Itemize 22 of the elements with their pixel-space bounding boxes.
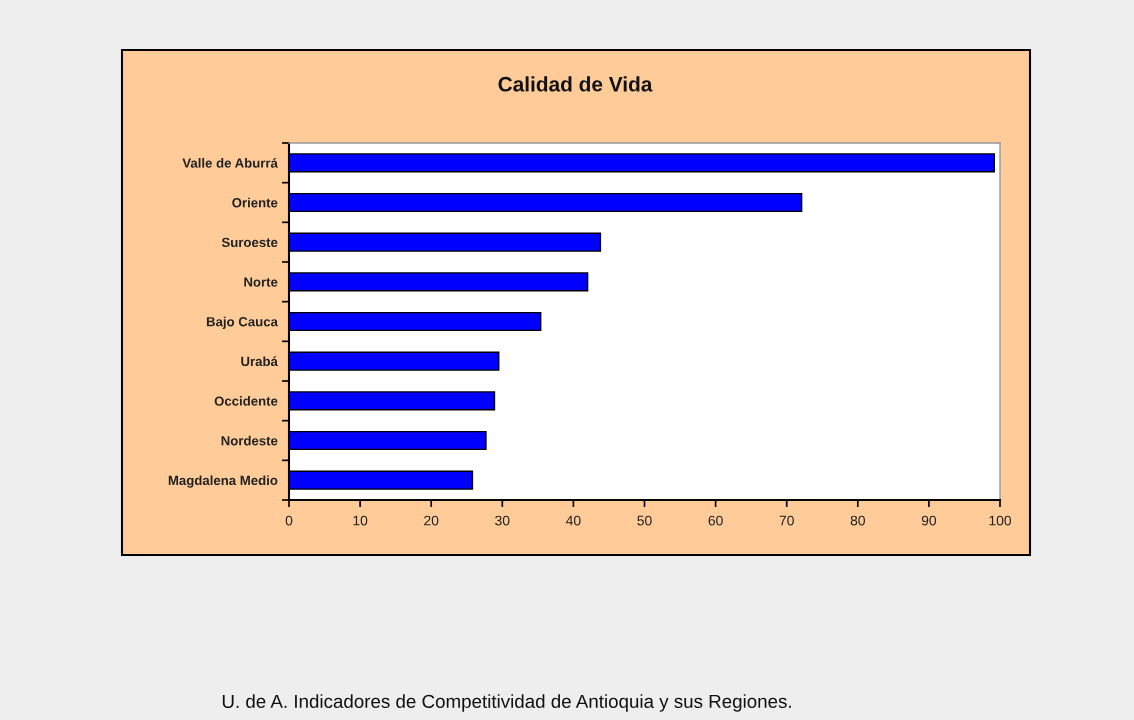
y-tick-label: Nordeste xyxy=(221,435,278,446)
y-tick-label: Valle de Aburrá xyxy=(182,157,278,168)
y-tick-label: Norte xyxy=(244,277,278,287)
x-tick-label: 100 xyxy=(989,515,1012,526)
y-tick-label: Urabá xyxy=(241,356,278,367)
x-tick-label: 70 xyxy=(779,515,794,526)
x-tick-label: 30 xyxy=(495,515,510,526)
x-tick-label: 90 xyxy=(921,515,937,526)
x-tick-label: 80 xyxy=(850,515,865,526)
chart-title: Calidad de Vida xyxy=(498,76,653,92)
x-tick-label: 0 xyxy=(285,515,293,526)
y-tick-label: Oriente xyxy=(232,197,278,208)
x-tick-label: 20 xyxy=(424,515,439,526)
y-tick-label: Bajo Cauca xyxy=(206,316,278,330)
y-tick-label: Suroeste xyxy=(221,237,278,248)
y-tick-label: Occidente xyxy=(214,396,278,406)
x-tick-label: 50 xyxy=(637,515,652,526)
x-tick-label: 10 xyxy=(353,515,368,526)
y-tick-label: Magdalena Medio xyxy=(168,475,278,488)
x-tick-label: 60 xyxy=(708,515,723,526)
text: U. de A. Indicadores de Competitividad de Antioquia y sus Regiones. xyxy=(222,694,791,712)
x-tick-label: 40 xyxy=(566,515,581,526)
